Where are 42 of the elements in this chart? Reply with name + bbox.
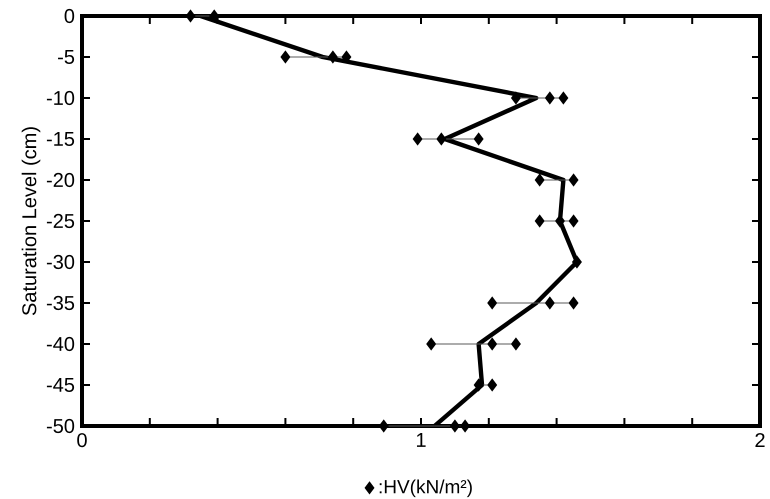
legend-label: :HV(kN/m²) <box>380 479 472 498</box>
point <box>280 50 290 64</box>
y-tick-label: -45 <box>46 378 74 392</box>
point <box>568 296 578 310</box>
point <box>534 214 545 228</box>
point <box>426 338 436 350</box>
point <box>487 338 498 350</box>
x-tick-label: 0 <box>77 433 87 448</box>
point <box>511 92 521 104</box>
point <box>544 92 555 104</box>
point <box>568 214 578 228</box>
point <box>412 132 423 146</box>
point <box>474 132 484 146</box>
y-tick-label: 0 <box>64 8 74 24</box>
point <box>572 256 582 268</box>
y-tick-label: -10 <box>46 90 74 106</box>
point <box>487 378 498 392</box>
point <box>544 296 555 310</box>
point <box>378 420 389 432</box>
y-tick-label: -30 <box>46 254 74 270</box>
point <box>511 338 521 350</box>
y-tick-label: -40 <box>46 336 74 352</box>
point <box>568 174 578 186</box>
x-tick-label: 1 <box>416 433 426 447</box>
point <box>328 50 338 64</box>
point <box>460 420 470 432</box>
point <box>436 132 446 146</box>
point <box>474 378 484 392</box>
y-axis-title: Saturation Level (cm) <box>22 127 40 316</box>
x-tick-label: 2 <box>755 433 765 448</box>
point <box>558 92 568 104</box>
point <box>186 10 196 22</box>
y-tick-label: -35 <box>46 296 74 310</box>
y-tick-label: -50 <box>46 418 74 434</box>
point <box>342 50 352 64</box>
y-tick-label: -5 <box>58 50 74 64</box>
point <box>450 420 460 432</box>
y-tick-label: -25 <box>46 214 74 228</box>
y-tick-label: -20 <box>46 172 74 188</box>
point <box>487 296 498 310</box>
point <box>534 174 545 186</box>
y-tick-label: -15 <box>46 132 74 146</box>
